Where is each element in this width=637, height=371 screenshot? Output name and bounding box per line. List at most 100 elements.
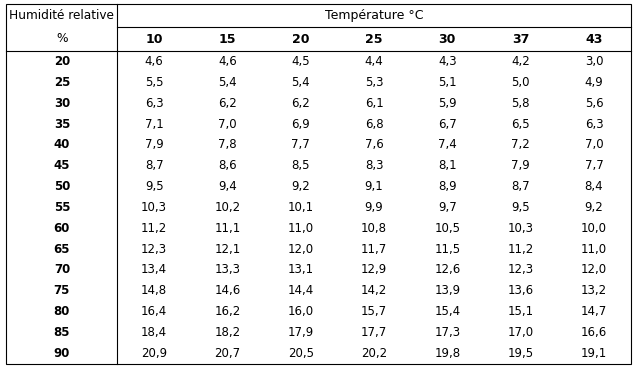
Text: 37: 37 (512, 33, 529, 46)
Text: 10: 10 (145, 33, 163, 46)
Text: 6,2: 6,2 (218, 97, 237, 110)
Text: 5,5: 5,5 (145, 76, 164, 89)
Text: 60: 60 (54, 222, 70, 235)
Text: 30: 30 (439, 33, 456, 46)
Text: 7,7: 7,7 (291, 138, 310, 151)
Text: 16,4: 16,4 (141, 305, 168, 318)
Text: 20: 20 (54, 55, 70, 68)
Text: 14,7: 14,7 (581, 305, 607, 318)
Text: 13,2: 13,2 (581, 284, 607, 297)
Text: 6,7: 6,7 (438, 118, 457, 131)
Text: 14,2: 14,2 (361, 284, 387, 297)
Text: 7,1: 7,1 (145, 118, 164, 131)
Text: 5,4: 5,4 (218, 76, 237, 89)
Text: 10,3: 10,3 (508, 222, 534, 235)
Text: 25: 25 (54, 76, 70, 89)
Text: 5,8: 5,8 (512, 97, 530, 110)
Text: 4,4: 4,4 (365, 55, 383, 68)
Text: 15,4: 15,4 (434, 305, 461, 318)
Text: 12,3: 12,3 (141, 243, 167, 256)
Text: 6,1: 6,1 (365, 97, 383, 110)
Text: 5,0: 5,0 (512, 76, 530, 89)
Text: Température °C: Température °C (325, 9, 424, 22)
Text: 19,5: 19,5 (508, 347, 534, 359)
Text: 10,8: 10,8 (361, 222, 387, 235)
Text: 6,9: 6,9 (291, 118, 310, 131)
Text: 17,0: 17,0 (508, 326, 534, 339)
Text: 10,0: 10,0 (581, 222, 607, 235)
Text: 20,2: 20,2 (361, 347, 387, 359)
Text: 17,7: 17,7 (361, 326, 387, 339)
Text: 9,1: 9,1 (365, 180, 383, 193)
Text: 7,9: 7,9 (512, 159, 530, 172)
Text: 20: 20 (292, 33, 310, 46)
Text: 14,4: 14,4 (288, 284, 314, 297)
Text: 11,5: 11,5 (434, 243, 461, 256)
Text: 8,7: 8,7 (145, 159, 164, 172)
Text: 20,9: 20,9 (141, 347, 167, 359)
Text: 25: 25 (365, 33, 383, 46)
Text: 8,4: 8,4 (585, 180, 603, 193)
Text: 4,6: 4,6 (218, 55, 237, 68)
Text: 6,3: 6,3 (585, 118, 603, 131)
Text: 19,1: 19,1 (581, 347, 607, 359)
Text: 14,8: 14,8 (141, 284, 167, 297)
Text: 4,5: 4,5 (292, 55, 310, 68)
Text: 6,5: 6,5 (512, 118, 530, 131)
Text: 8,9: 8,9 (438, 180, 457, 193)
Text: 18,4: 18,4 (141, 326, 167, 339)
Text: 11,2: 11,2 (508, 243, 534, 256)
Text: 10,3: 10,3 (141, 201, 167, 214)
Text: 15,7: 15,7 (361, 305, 387, 318)
Text: 16,2: 16,2 (214, 305, 241, 318)
Text: 12,3: 12,3 (508, 263, 534, 276)
Text: 7,8: 7,8 (218, 138, 237, 151)
Text: 16,6: 16,6 (581, 326, 607, 339)
Text: 7,0: 7,0 (218, 118, 237, 131)
Text: 8,1: 8,1 (438, 159, 457, 172)
Text: 6,3: 6,3 (145, 97, 164, 110)
Text: 85: 85 (54, 326, 70, 339)
Text: 7,6: 7,6 (365, 138, 383, 151)
Text: 18,2: 18,2 (215, 326, 241, 339)
Text: 9,7: 9,7 (438, 201, 457, 214)
Text: 9,5: 9,5 (512, 201, 530, 214)
Text: 7,0: 7,0 (585, 138, 603, 151)
Text: 5,1: 5,1 (438, 76, 457, 89)
Text: 35: 35 (54, 118, 70, 131)
Text: 9,5: 9,5 (145, 180, 164, 193)
Text: 5,3: 5,3 (365, 76, 383, 89)
Text: 15: 15 (218, 33, 236, 46)
Text: 70: 70 (54, 263, 70, 276)
Text: 50: 50 (54, 180, 70, 193)
Text: 75: 75 (54, 284, 70, 297)
Text: 8,6: 8,6 (218, 159, 237, 172)
Text: 12,0: 12,0 (288, 243, 314, 256)
Text: 7,7: 7,7 (585, 159, 603, 172)
Text: 13,9: 13,9 (434, 284, 461, 297)
Text: 80: 80 (54, 305, 70, 318)
Text: %: % (56, 32, 68, 45)
Text: 6,8: 6,8 (365, 118, 383, 131)
Text: 9,4: 9,4 (218, 180, 237, 193)
Text: 4,2: 4,2 (512, 55, 530, 68)
Text: 14,6: 14,6 (214, 284, 241, 297)
Text: 40: 40 (54, 138, 70, 151)
Text: 3,0: 3,0 (585, 55, 603, 68)
Text: 5,6: 5,6 (585, 97, 603, 110)
Text: 11,2: 11,2 (141, 222, 168, 235)
Text: 11,1: 11,1 (214, 222, 241, 235)
Text: 10,2: 10,2 (215, 201, 241, 214)
Text: 30: 30 (54, 97, 70, 110)
Text: 90: 90 (54, 347, 70, 359)
Text: 10,1: 10,1 (288, 201, 314, 214)
Text: 13,3: 13,3 (215, 263, 240, 276)
Text: 17,9: 17,9 (288, 326, 314, 339)
Text: 11,0: 11,0 (288, 222, 314, 235)
Text: 11,0: 11,0 (581, 243, 607, 256)
Text: 20,5: 20,5 (288, 347, 314, 359)
Text: 13,6: 13,6 (508, 284, 534, 297)
Text: 13,1: 13,1 (288, 263, 314, 276)
Text: 19,8: 19,8 (434, 347, 461, 359)
Text: 8,3: 8,3 (365, 159, 383, 172)
